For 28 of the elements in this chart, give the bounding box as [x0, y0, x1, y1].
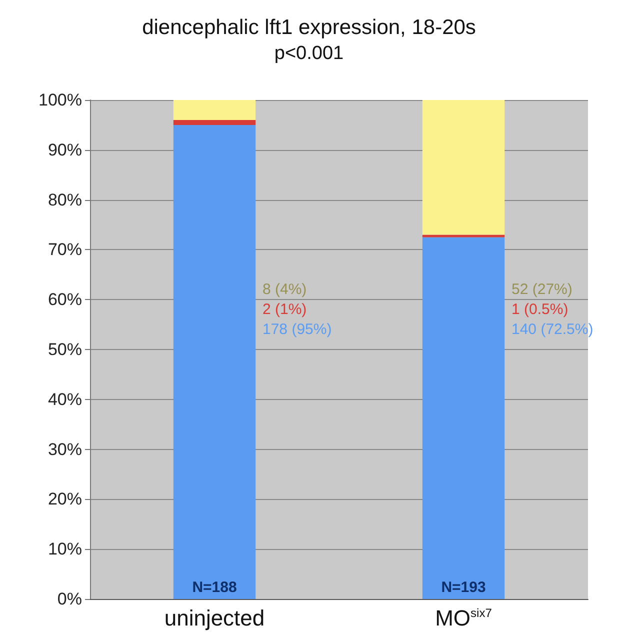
y-tick-label: 20% [48, 490, 82, 509]
y-tick-label: 60% [48, 290, 82, 310]
x-tick-label: uninjected [164, 606, 265, 630]
bar [422, 237, 505, 599]
bar [422, 100, 505, 235]
chart-subtitle: p<0.001 [274, 43, 344, 64]
y-tick-label: 0% [57, 590, 82, 608]
annotation: 2 (1%) [262, 301, 307, 318]
bar [173, 100, 256, 120]
annotation: N=193 [441, 579, 486, 596]
annotation: 52 (27%) [512, 281, 572, 298]
chart-title: diencephalic lft1 expression, 18-20s [142, 16, 476, 39]
annotation: 8 (4%) [262, 281, 307, 298]
y-tick-label: 70% [48, 240, 82, 260]
annotation: N=188 [192, 579, 237, 596]
bar [173, 120, 256, 125]
bar [422, 234, 505, 238]
y-tick-label: 90% [48, 140, 82, 160]
y-tick-label: 50% [48, 340, 82, 359]
y-tick-label: 40% [48, 390, 82, 409]
bar [173, 124, 256, 599]
y-tick-label: 30% [48, 440, 82, 459]
y-tick-label: 10% [48, 540, 82, 559]
annotation: 140 (72.5%) [512, 321, 594, 338]
annotation: 178 (95%) [262, 321, 332, 338]
y-tick-label: 100% [38, 90, 82, 110]
y-tick-label: 80% [48, 190, 82, 210]
annotation: 1 (0.5%) [512, 301, 568, 318]
